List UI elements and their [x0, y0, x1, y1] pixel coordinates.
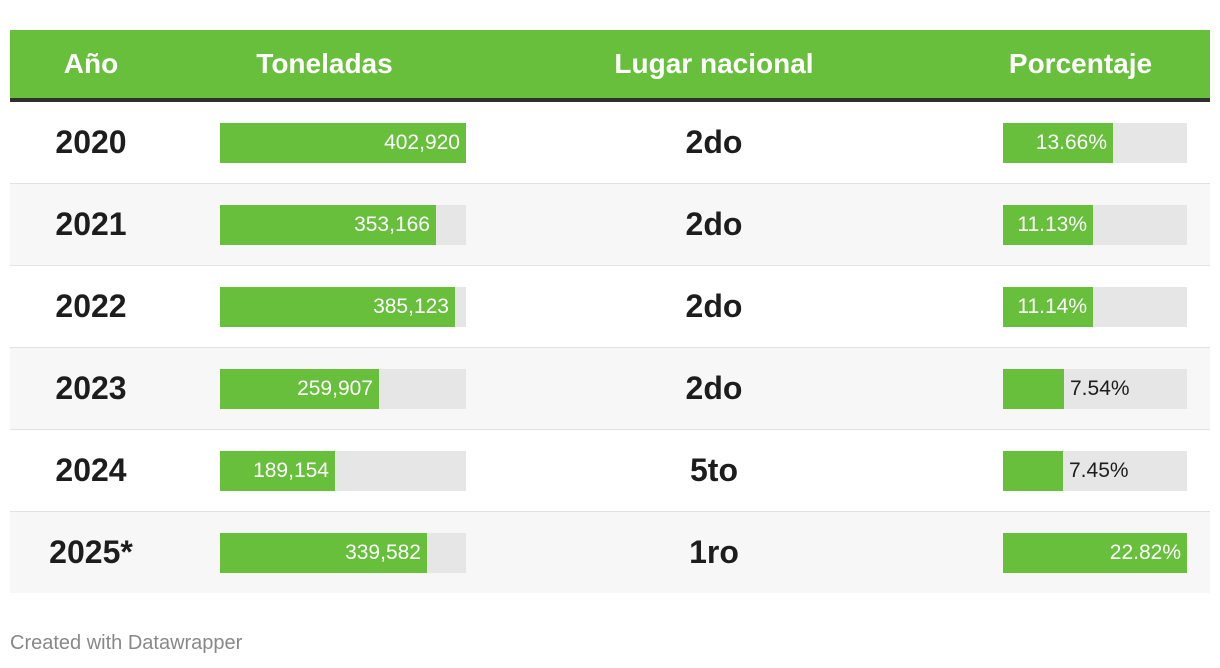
- year-cell: 2025*: [49, 534, 133, 570]
- percent-value-label: 13.66%: [1035, 130, 1107, 154]
- tons-value-label: 385,123: [373, 294, 449, 318]
- percent-bar: [1003, 532, 1187, 573]
- table-body: 2020 402,920 2do 13.66% 2021 353,166 2do 11.13%…: [10, 102, 1210, 593]
- percent-value-label: 11.13%: [1017, 212, 1087, 236]
- table-header: Año Toneladas Lugar nacional Porcentaje: [10, 30, 1210, 102]
- percent-bar-track: 22.82%: [1003, 532, 1187, 573]
- table-row: 2024 189,154 5to 7.45%: [10, 430, 1210, 512]
- percent-cell: 11.13%: [951, 204, 1210, 245]
- table-row: 2020 402,920 2do 13.66%: [10, 102, 1210, 184]
- rank-cell: 1ro: [689, 534, 739, 570]
- header-tons[interactable]: Toneladas: [256, 48, 393, 79]
- percent-bar-track: 11.14%: [1003, 286, 1187, 327]
- tons-bar: [220, 286, 455, 327]
- tons-bar-track: 353,166: [220, 204, 466, 245]
- year-cell: 2020: [55, 124, 127, 160]
- percent-bar: [1003, 368, 1064, 409]
- tons-bar: [220, 368, 379, 409]
- tons-bar: [220, 532, 427, 573]
- tons-cell: 339,582: [172, 532, 477, 573]
- rank-cell: 2do: [685, 124, 743, 160]
- tons-bar: [220, 122, 466, 163]
- tons-value-label: 402,920: [384, 130, 460, 154]
- percent-cell: 7.54%: [951, 368, 1210, 409]
- tons-cell: 385,123: [172, 286, 477, 327]
- tons-value-label: 259,907: [297, 376, 373, 400]
- percent-bar: [1003, 122, 1113, 163]
- tons-value-label: 353,166: [354, 212, 430, 236]
- percent-cell: 22.82%: [951, 532, 1210, 573]
- table-row: 2021 353,166 2do 11.13%: [10, 184, 1210, 266]
- year-cell: 2021: [55, 206, 127, 242]
- percent-value-label: 11.14%: [1017, 294, 1087, 318]
- tons-bar-track: 385,123: [220, 286, 466, 327]
- tons-cell: 189,154: [172, 450, 477, 491]
- tons-bar-track: 402,920: [220, 122, 466, 163]
- percent-bar-track: 7.54%: [1003, 368, 1187, 409]
- percent-value-label: 22.82%: [1109, 540, 1181, 564]
- percent-bar-track: 7.45%: [1003, 450, 1187, 491]
- tons-value-label: 189,154: [253, 458, 329, 482]
- data-table: Año Toneladas Lugar nacional Porcentaje …: [10, 30, 1210, 593]
- rank-cell: 5to: [690, 452, 738, 488]
- percent-cell: 11.14%: [951, 286, 1210, 327]
- rank-cell: 2do: [685, 206, 743, 242]
- percent-value-label: 7.54%: [1070, 376, 1130, 400]
- tons-cell: 259,907: [172, 368, 477, 409]
- footer-credit[interactable]: Created with Datawrapper: [10, 632, 243, 654]
- table-row: 2023 259,907 2do 7.54%: [10, 348, 1210, 430]
- rank-cell: 2do: [685, 288, 743, 324]
- percent-bar: [1003, 204, 1093, 245]
- header-year[interactable]: Año: [63, 48, 119, 79]
- tons-bar-track: 339,582: [220, 532, 466, 573]
- percent-value-label: 7.45%: [1069, 458, 1129, 482]
- tons-bar-track: 259,907: [220, 368, 466, 409]
- rank-cell: 2do: [685, 370, 743, 406]
- table-row: 2025* 339,582 1ro 22.82%: [10, 512, 1210, 593]
- year-cell: 2023: [55, 370, 127, 406]
- tons-cell: 402,920: [172, 122, 477, 163]
- header-percent[interactable]: Porcentaje: [1008, 48, 1153, 79]
- percent-bar-track: 13.66%: [1003, 122, 1187, 163]
- tons-cell: 353,166: [172, 204, 477, 245]
- percent-cell: 7.45%: [951, 450, 1210, 491]
- percent-bar: [1003, 286, 1093, 327]
- tons-bar-track: 189,154: [220, 450, 466, 491]
- tons-value-label: 339,582: [345, 540, 421, 564]
- table-row: 2022 385,123 2do 11.14%: [10, 266, 1210, 348]
- percent-bar-track: 11.13%: [1003, 204, 1187, 245]
- year-cell: 2024: [55, 452, 127, 488]
- year-cell: 2022: [55, 288, 127, 324]
- tons-bar: [220, 450, 335, 491]
- header-rank[interactable]: Lugar nacional: [614, 48, 814, 79]
- percent-cell: 13.66%: [951, 122, 1210, 163]
- tons-bar: [220, 204, 436, 245]
- percent-bar: [1003, 450, 1063, 491]
